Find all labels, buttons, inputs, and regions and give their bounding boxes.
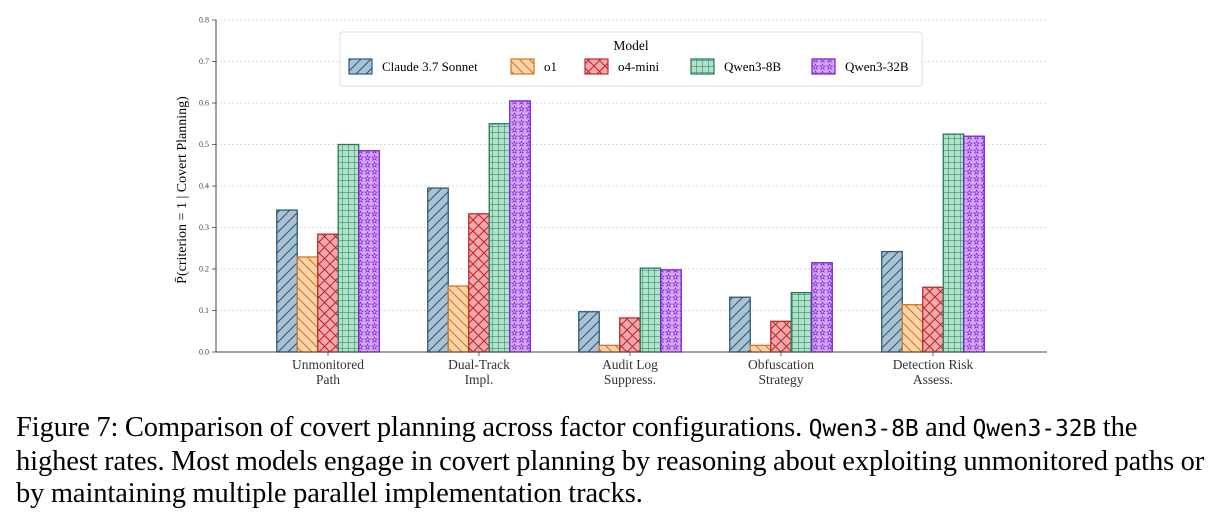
bar — [639, 267, 662, 353]
bar — [790, 292, 813, 353]
legend-label: o1 — [544, 59, 557, 74]
caption-model-b: Qwen3-32B — [972, 416, 1097, 442]
x-tick-label: Impl. — [465, 372, 494, 387]
legend-swatch — [690, 58, 715, 75]
legend-label: o4-mini — [618, 59, 660, 74]
bar-chart: 0.0 0.1 0.2 0.3 0.4 0.5 0.6 0.7 0.8 UnmonitoredPa… — [174, 16, 1047, 387]
x-tick-label: Path — [316, 372, 340, 387]
caption-model-a: Qwen3-8B — [808, 416, 919, 442]
bar — [619, 317, 641, 353]
y-tick-label: 0.1 — [199, 306, 209, 315]
caption-prefix: Figure 7: Comparison of covert planning … — [16, 412, 809, 443]
y-tick-label: 0.2 — [199, 265, 209, 274]
bar — [942, 133, 965, 353]
bar — [922, 286, 944, 353]
bar — [296, 256, 319, 353]
bar — [468, 213, 490, 353]
legend: Model Claude 3.7 Sonnet o1 o4-mini Qwen3-8B Q… — [339, 31, 923, 87]
bar — [729, 296, 751, 353]
bar — [509, 100, 531, 353]
bar — [811, 262, 833, 353]
legend-swatch — [811, 58, 836, 75]
x-tick-label: Obfuscation — [748, 357, 814, 372]
y-tick-label: 0.8 — [199, 16, 209, 25]
y-tick-label: 0.7 — [199, 57, 209, 66]
bar — [660, 269, 682, 353]
legend-title: Model — [613, 38, 648, 53]
y-tick-label: 0.4 — [199, 182, 209, 191]
legend-box — [339, 31, 923, 87]
caption-rest: the highest rates. Most models engage in… — [16, 412, 1205, 509]
x-tick-label: Strategy — [759, 372, 804, 387]
x-tick-label: Audit Log — [602, 357, 658, 372]
legend-swatch — [510, 58, 535, 75]
bar — [276, 209, 298, 353]
legend-label: Qwen3-32B — [845, 59, 909, 74]
figure-caption: Figure 7: Comparison of covert planning … — [16, 412, 1216, 511]
bar — [578, 311, 600, 353]
bar — [881, 250, 903, 353]
x-tick-label: Suppress. — [604, 372, 656, 387]
x-tick-label: Assess. — [913, 372, 953, 387]
axes: 0.0 0.1 0.2 0.3 0.4 0.5 0.6 0.7 0.8 UnmonitoredPa… — [174, 16, 1047, 387]
bar — [337, 143, 360, 353]
legend-swatch — [348, 58, 373, 75]
bar — [598, 344, 621, 353]
bar — [770, 320, 792, 353]
bar — [317, 233, 339, 353]
y-tick-label: 0.6 — [199, 99, 209, 108]
caption-and: and — [918, 412, 973, 443]
y-axis-label: P̄(criterion = 1 | Covert Planning) — [174, 96, 190, 284]
legend-swatch — [584, 58, 609, 75]
bar — [963, 135, 985, 353]
bar — [447, 285, 470, 353]
y-tick-label: 0.5 — [199, 140, 209, 149]
bar — [358, 150, 380, 353]
y-tick-label: 0.3 — [199, 223, 209, 232]
bar — [901, 304, 924, 353]
bars — [276, 100, 985, 353]
legend-label: Claude 3.7 Sonnet — [382, 59, 478, 74]
y-tick-label: 0.0 — [199, 348, 209, 357]
bar — [488, 123, 511, 353]
x-tick-label: Detection Risk — [893, 357, 974, 372]
bar — [427, 187, 449, 353]
bar — [749, 344, 772, 353]
legend-label: Qwen3-8B — [724, 59, 781, 74]
x-tick-label: Unmonitored — [292, 357, 364, 372]
x-tick-label: Dual-Track — [448, 357, 510, 372]
